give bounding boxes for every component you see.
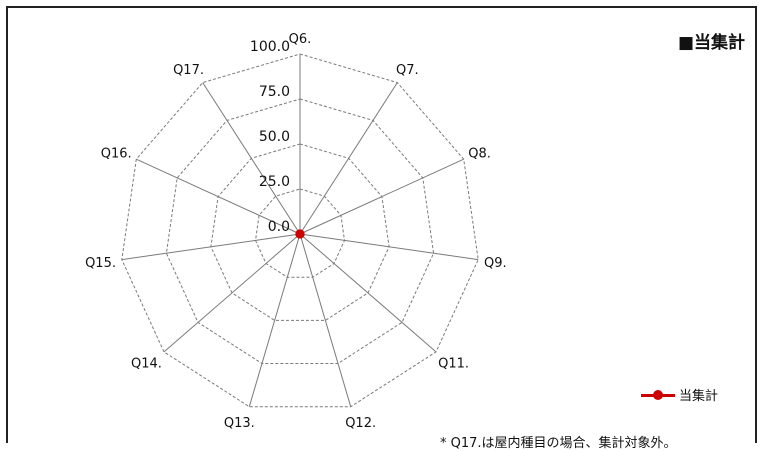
- spoke-q8: [299, 158, 464, 235]
- radar-chart: Q6. Q7. Q8. Q9. Q11. Q12. Q13. Q14. Q15. Q16. Q17.…: [85, 32, 507, 431]
- radial-tick-label: 25.0: [259, 174, 290, 190]
- series-point: [295, 229, 305, 239]
- radial-tick-label: 0.0: [268, 219, 290, 235]
- grid-ring-1: [254, 188, 346, 278]
- category-label: Q15.: [85, 256, 116, 271]
- category-label: Q7.: [396, 63, 419, 78]
- radar-category-labels: Q6. Q7. Q8. Q9. Q11. Q12. Q13. Q14. Q15. Q16. Q17.: [85, 32, 507, 431]
- spoke-q15: [121, 233, 301, 261]
- spoke-q12: [299, 233, 352, 407]
- category-label: Q14.: [131, 356, 162, 371]
- spoke-q9: [299, 233, 479, 261]
- spoke-q14: [163, 233, 301, 353]
- spoke-q13: [248, 233, 301, 407]
- spoke-q17: [202, 82, 301, 235]
- spoke-q11: [299, 233, 437, 353]
- grid-ring-4: [121, 53, 479, 408]
- footnote: * Q17.は屋内種目の場合、集計対象外。: [440, 436, 677, 451]
- category-label: Q17.: [173, 63, 204, 78]
- category-label: Q13.: [224, 416, 255, 431]
- category-label: Q12.: [345, 416, 376, 431]
- category-label: Q9.: [484, 256, 507, 271]
- radar-grid: [121, 53, 479, 408]
- spoke-q16: [136, 158, 301, 235]
- grid-ring-2: [210, 143, 390, 321]
- radar-series: [295, 229, 305, 239]
- chart-title: ■当集計: [677, 33, 745, 53]
- category-label: Q6.: [289, 32, 312, 47]
- spoke-q7: [299, 82, 398, 235]
- legend-swatch: [641, 389, 675, 401]
- radial-tick-label: 50.0: [259, 129, 290, 145]
- category-label: Q11.: [438, 356, 469, 371]
- radar-tick-labels: 0.0 25.0 50.0 75.0 100.0: [250, 39, 290, 235]
- radial-tick-label: 100.0: [250, 39, 290, 55]
- category-label: Q16.: [101, 147, 132, 162]
- chart-frame: ■当集計 Q6. Q7. Q8. Q9. Q11. Q12. Q13. Q14. Q15. Q16…: [6, 6, 757, 451]
- category-label: Q8.: [468, 147, 491, 162]
- radial-tick-label: 75.0: [259, 84, 290, 100]
- grid-ring-3: [165, 98, 435, 364]
- radar-axes: [121, 54, 479, 407]
- legend-label: 当集計: [679, 389, 719, 404]
- legend: 当集計: [641, 385, 718, 404]
